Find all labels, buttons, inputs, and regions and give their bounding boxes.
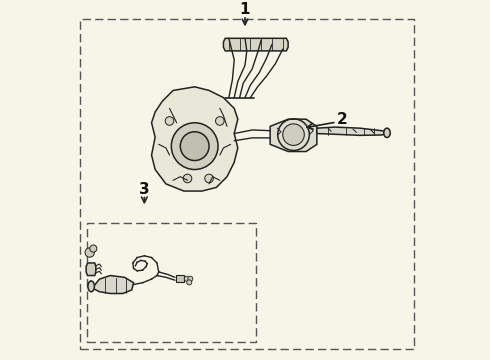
- Text: 3: 3: [139, 182, 149, 197]
- Circle shape: [183, 174, 192, 183]
- Circle shape: [85, 248, 95, 257]
- Polygon shape: [223, 38, 288, 51]
- Ellipse shape: [88, 281, 95, 292]
- Circle shape: [188, 276, 193, 281]
- Polygon shape: [92, 275, 134, 293]
- Bar: [175, 275, 184, 282]
- Polygon shape: [317, 127, 389, 135]
- Circle shape: [205, 174, 213, 183]
- Polygon shape: [151, 87, 238, 191]
- Bar: [87, 224, 256, 342]
- Polygon shape: [270, 119, 317, 152]
- Circle shape: [283, 124, 304, 145]
- Polygon shape: [86, 263, 96, 275]
- Circle shape: [180, 132, 209, 161]
- Text: 1: 1: [240, 2, 250, 17]
- Circle shape: [172, 123, 218, 170]
- Circle shape: [90, 245, 97, 252]
- Ellipse shape: [384, 128, 390, 138]
- Circle shape: [216, 117, 224, 125]
- Circle shape: [165, 117, 174, 125]
- Circle shape: [184, 276, 189, 281]
- Text: 2: 2: [337, 112, 347, 127]
- Circle shape: [187, 280, 192, 285]
